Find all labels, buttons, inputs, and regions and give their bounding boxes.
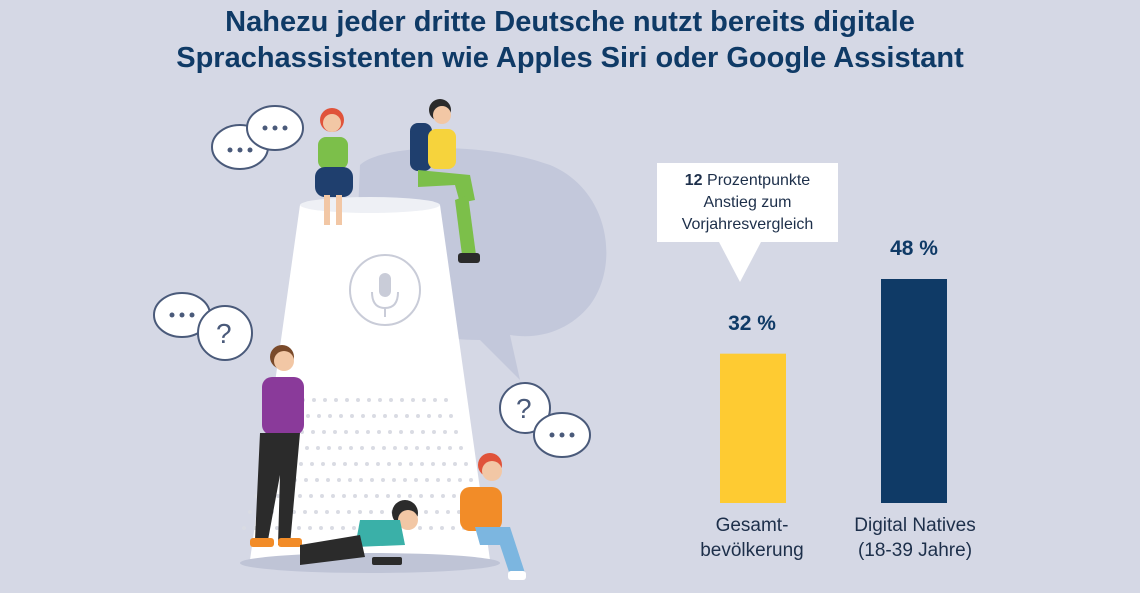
category-label-digital-natives: Digital Natives (18-39 Jahre) xyxy=(820,513,1010,563)
svg-text:?: ? xyxy=(216,318,232,349)
bar-chart xyxy=(720,279,947,503)
callout-bubble-tail xyxy=(719,242,761,282)
speaker-shadow xyxy=(240,553,500,573)
speaker-body xyxy=(250,205,490,560)
chat-bubbles-top-left-icon xyxy=(211,105,304,170)
person-woman-sitting-top xyxy=(315,108,353,225)
callout-bubble: 12 Prozentpunkte Anstieg zum Vorjahresve… xyxy=(657,163,838,242)
category-label-natives-line-1: Digital Natives xyxy=(854,515,976,536)
value-label-digital-natives: 48 % xyxy=(890,237,938,260)
person-man-standing-left xyxy=(250,345,304,547)
category-label-gesamt-line-2: bevölkerung xyxy=(700,540,804,561)
value-label-gesamtbevoelkerung: 32 % xyxy=(728,311,776,335)
callout-bold-number: 12 xyxy=(684,172,703,189)
callout-line-3: Vorjahresvergleich xyxy=(681,216,814,233)
svg-text:?: ? xyxy=(516,393,532,424)
callout-line-1-rest: Prozentpunkte xyxy=(702,172,811,189)
chat-question-bubbles-left-icon: ? xyxy=(153,292,253,361)
page-title: Nahezu jeder dritte Deutsche nutzt berei… xyxy=(0,4,1140,76)
title-line-2: Sprachassistenten wie Apples Siri oder G… xyxy=(176,42,964,74)
speaker-top xyxy=(300,197,440,213)
title-line-1: Nahezu jeder dritte Deutsche nutzt berei… xyxy=(225,6,915,38)
category-label-natives-line-2: (18-39 Jahre) xyxy=(857,540,973,561)
bar-digital-natives xyxy=(881,279,947,503)
callout-line-2: Anstieg zum xyxy=(703,194,792,211)
chat-question-bubbles-right-icon: ? xyxy=(499,382,591,458)
smart-speaker-illustration: ? ? xyxy=(153,99,607,580)
person-man-sitting-bottom-right xyxy=(460,453,526,580)
person-woman-lying-bottom xyxy=(300,500,418,565)
person-man-sitting-top-right xyxy=(410,99,480,263)
category-label-gesamtbevoelkerung: Gesamt- bevölkerung xyxy=(660,513,844,563)
category-label-gesamt-line-1: Gesamt- xyxy=(715,515,789,536)
microphone-icon xyxy=(349,254,421,326)
callout-line-1: 12 Prozentpunkte xyxy=(663,170,832,192)
bar-gesamtbevoelkerung xyxy=(720,353,786,503)
